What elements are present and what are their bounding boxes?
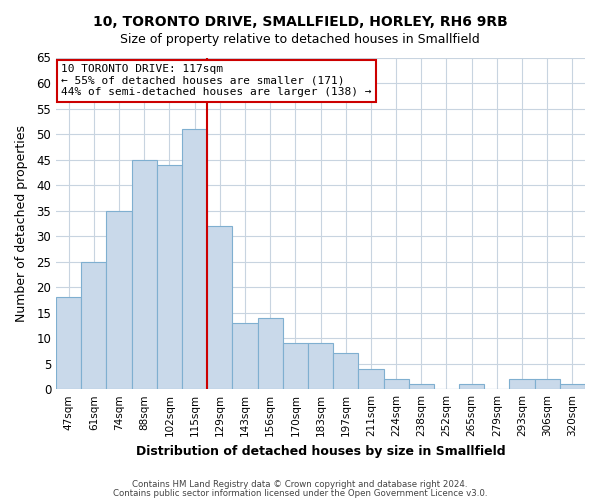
Bar xyxy=(308,344,333,389)
Bar xyxy=(358,369,383,389)
Bar xyxy=(283,344,308,389)
Text: 10 TORONTO DRIVE: 117sqm
← 55% of detached houses are smaller (171)
44% of semi-: 10 TORONTO DRIVE: 117sqm ← 55% of detach… xyxy=(61,64,372,98)
Bar xyxy=(535,379,560,389)
Bar xyxy=(509,379,535,389)
Bar xyxy=(106,210,131,389)
Bar xyxy=(560,384,585,389)
Bar xyxy=(232,323,257,389)
Bar xyxy=(383,379,409,389)
Bar xyxy=(81,262,106,389)
Text: 10, TORONTO DRIVE, SMALLFIELD, HORLEY, RH6 9RB: 10, TORONTO DRIVE, SMALLFIELD, HORLEY, R… xyxy=(92,15,508,29)
Bar xyxy=(333,354,358,389)
Bar xyxy=(459,384,484,389)
Bar xyxy=(182,129,207,389)
Y-axis label: Number of detached properties: Number of detached properties xyxy=(15,125,28,322)
Text: Contains HM Land Registry data © Crown copyright and database right 2024.: Contains HM Land Registry data © Crown c… xyxy=(132,480,468,489)
Bar xyxy=(157,164,182,389)
Bar xyxy=(409,384,434,389)
Text: Contains public sector information licensed under the Open Government Licence v3: Contains public sector information licen… xyxy=(113,488,487,498)
Bar xyxy=(207,226,232,389)
X-axis label: Distribution of detached houses by size in Smallfield: Distribution of detached houses by size … xyxy=(136,444,505,458)
Text: Size of property relative to detached houses in Smallfield: Size of property relative to detached ho… xyxy=(120,32,480,46)
Bar xyxy=(131,160,157,389)
Bar xyxy=(56,298,81,389)
Bar xyxy=(257,318,283,389)
